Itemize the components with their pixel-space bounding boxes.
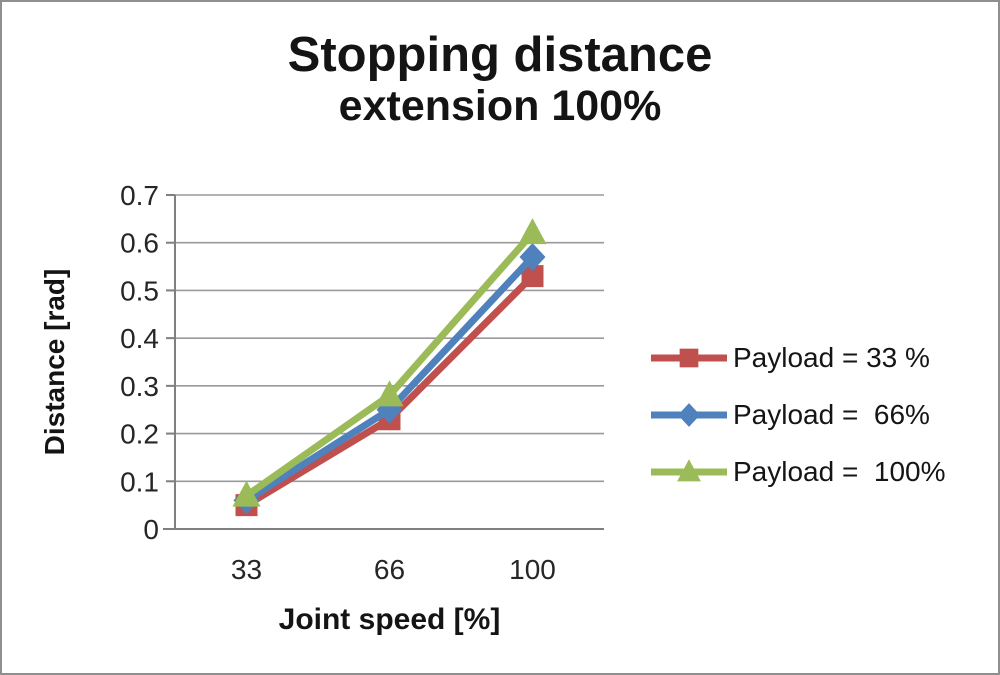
y-tick-label: 0.3	[120, 371, 159, 402]
data-point-series3-66	[375, 380, 404, 407]
y-tick-label: 0.6	[120, 228, 159, 259]
chart-title-line2: extension 100%	[338, 81, 662, 130]
legend-item-2: Payload = 66%	[651, 396, 946, 434]
legend-marker	[679, 348, 699, 368]
chart-title: Stopping distance extension 100%	[2, 28, 998, 130]
y-axis-title: Distance [rad]	[39, 269, 70, 456]
legend: Payload = 33 % Payload = 66% Payload = 100…	[651, 339, 946, 510]
data-point-series3-100	[518, 218, 547, 245]
x-tick-label: 66	[374, 554, 405, 585]
data-point-series1-100	[521, 265, 544, 288]
y-tick-label: 0.2	[120, 419, 159, 450]
legend-label: Payload = 100%	[733, 456, 946, 487]
x-tick-label: 100	[509, 554, 556, 585]
plot-area: 0 0.1 0.2 0.3 0.4 0.5 0.6 0.7 33 66 100 Distance [r…	[39, 180, 604, 636]
series-line-3	[244, 230, 536, 499]
legend-marker-triangle-icon	[651, 459, 727, 482]
legend-marker	[677, 403, 701, 427]
x-tick-label: 33	[231, 554, 262, 585]
legend-label: Payload = 66%	[733, 399, 930, 430]
data-point-series2-100	[519, 243, 546, 272]
data-point-series3-33	[232, 480, 261, 507]
legend-marker-square-icon	[651, 348, 727, 368]
legend-item-1: Payload = 33 %	[651, 339, 946, 377]
y-tick-label: 0	[143, 514, 159, 545]
y-tick-label: 0.1	[120, 466, 159, 497]
y-tick-label: 0.7	[120, 180, 159, 211]
y-tick-label: 0.4	[120, 323, 159, 354]
chart-title-line1: Stopping distance	[287, 28, 713, 82]
legend-marker-diamond-icon	[651, 403, 727, 427]
legend-item-3: Payload = 100%	[651, 453, 946, 491]
y-tick-label: 0.5	[120, 275, 159, 306]
legend-label: Payload = 33 %	[733, 342, 930, 373]
legend-marker	[677, 459, 701, 482]
x-axis-title: Joint speed [%]	[279, 603, 501, 636]
